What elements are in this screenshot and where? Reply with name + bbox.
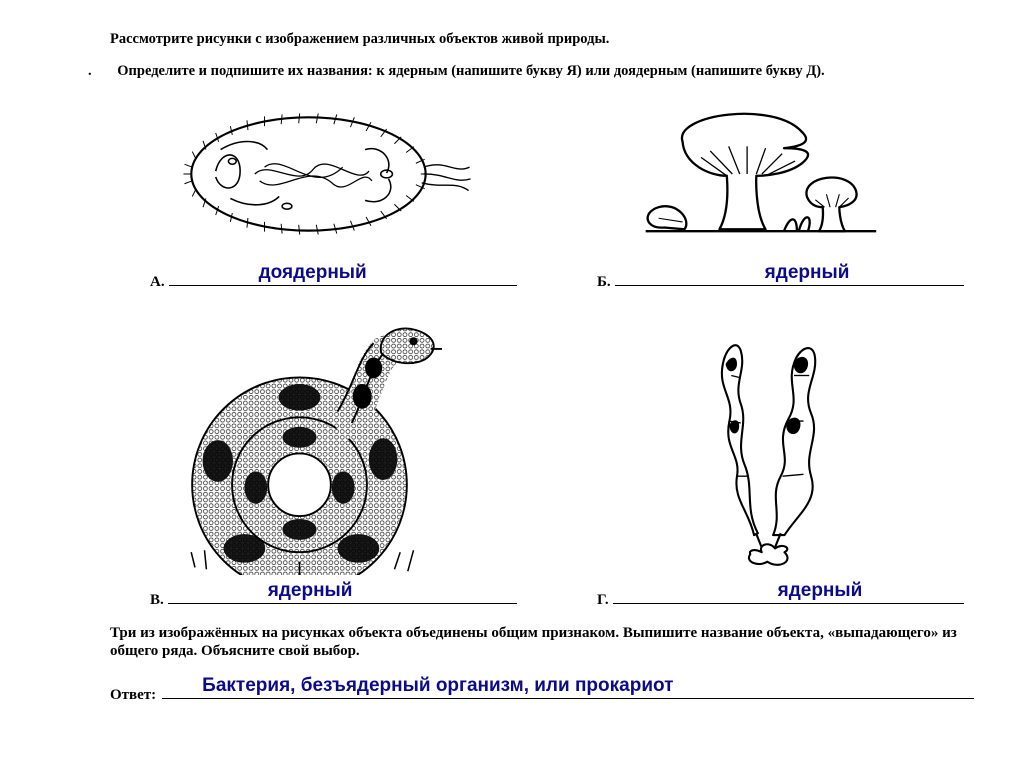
snake-illustration: [110, 309, 527, 575]
figure-c: В. ядерный: [110, 309, 527, 609]
final-answer-blank: Бактерия, безъядерный организм, или прок…: [162, 681, 974, 699]
figure-d-blank: ядерный: [613, 585, 964, 604]
figure-a-letter: А.: [150, 274, 165, 291]
figure-a-answer: доядерный: [259, 262, 367, 284]
final-answer-label: Ответ:: [110, 687, 156, 704]
final-answer-row: Ответ: Бактерия, безъядерный организм, и…: [110, 681, 974, 704]
figure-d: Г. ядерный: [557, 309, 974, 609]
kelp-illustration: [557, 309, 974, 575]
figure-a-blank: доядерный: [169, 267, 517, 286]
instruction-2: . Определите и подпишите их названия: к …: [110, 62, 974, 80]
figure-c-letter: В.: [150, 592, 164, 609]
figure-c-blank: ядерный: [168, 585, 517, 604]
figure-grid: А. доядерный: [110, 91, 974, 609]
figure-b-answer: ядерный: [765, 262, 850, 284]
figure-b-blank: ядерный: [615, 267, 964, 286]
figure-c-answer: ядерный: [268, 580, 353, 602]
question-text: Три из изображённых на рисунках объекта …: [110, 624, 974, 662]
bacterium-illustration: [110, 91, 527, 257]
mushroom-illustration: [557, 91, 974, 257]
figure-a: А. доядерный: [110, 91, 527, 291]
figure-b: Б. ядерный: [557, 91, 974, 291]
figure-d-answer: ядерный: [778, 580, 863, 602]
leading-dot: .: [88, 62, 92, 80]
final-answer-text: Бактерия, безъядерный организм, или прок…: [202, 675, 673, 697]
instruction-2-text: Определите и подпишите их названия: к яд…: [117, 63, 824, 79]
figure-d-letter: Г.: [597, 592, 609, 609]
figure-b-letter: Б.: [597, 274, 611, 291]
instruction-1: Рассмотрите рисунки с изображением разли…: [110, 31, 974, 48]
